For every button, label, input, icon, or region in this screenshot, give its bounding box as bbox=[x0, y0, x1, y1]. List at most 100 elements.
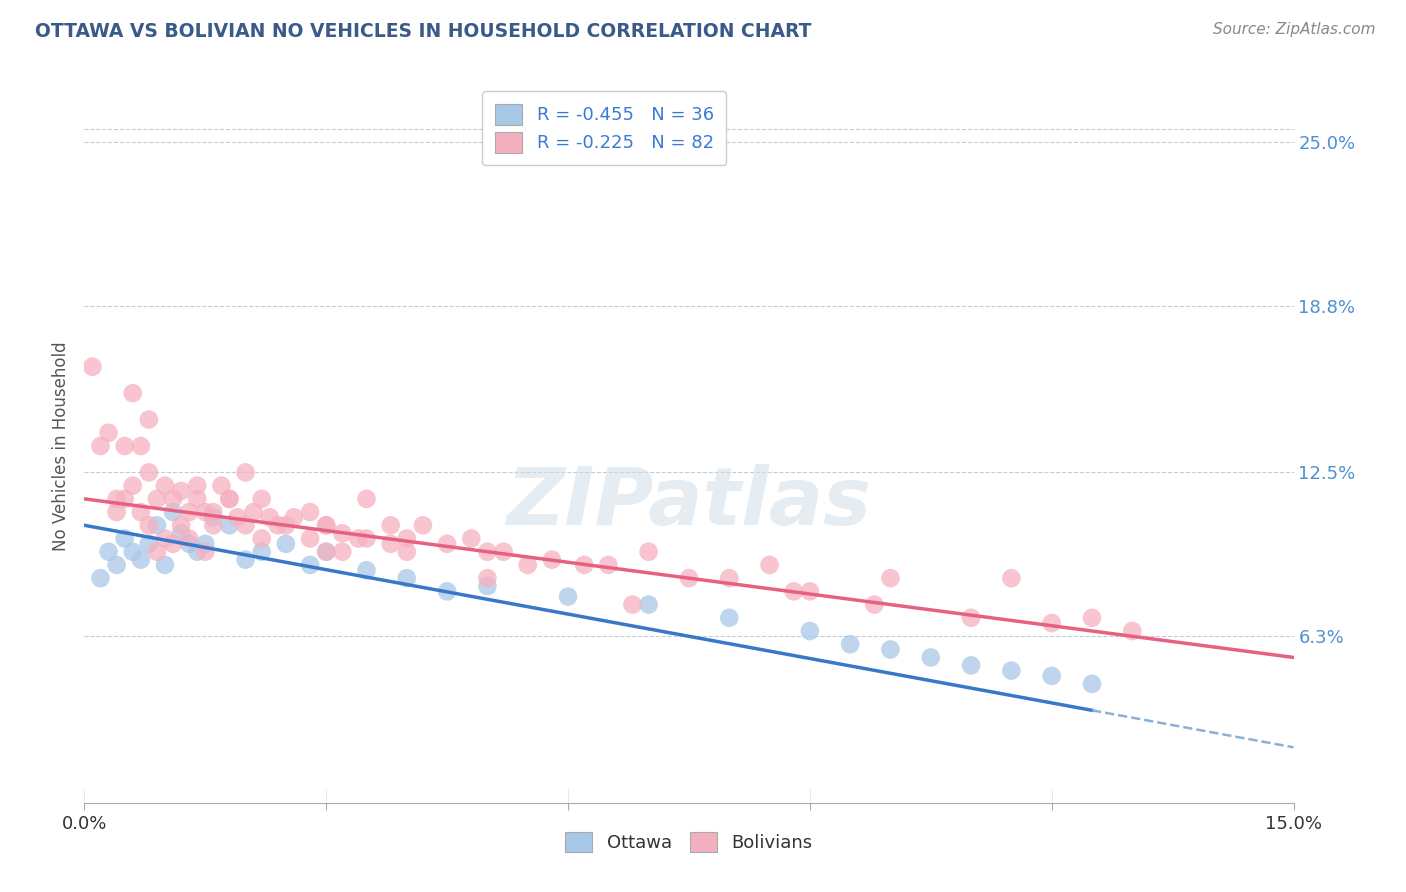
Point bbox=[146, 518, 169, 533]
Point bbox=[879, 571, 901, 585]
Point bbox=[299, 532, 322, 546]
Point bbox=[105, 558, 128, 572]
Point bbox=[235, 466, 257, 480]
Point bbox=[315, 518, 337, 533]
Point bbox=[259, 510, 281, 524]
Point bbox=[153, 532, 176, 546]
Point bbox=[412, 518, 434, 533]
Point bbox=[129, 505, 152, 519]
Point bbox=[235, 552, 257, 566]
Point bbox=[138, 518, 160, 533]
Point bbox=[138, 537, 160, 551]
Point bbox=[718, 571, 741, 585]
Point bbox=[395, 545, 418, 559]
Point bbox=[153, 478, 176, 492]
Point bbox=[97, 545, 120, 559]
Point bbox=[557, 590, 579, 604]
Point bbox=[209, 478, 232, 492]
Point bbox=[541, 552, 564, 566]
Point bbox=[621, 598, 644, 612]
Point bbox=[162, 505, 184, 519]
Point bbox=[718, 611, 741, 625]
Point bbox=[477, 579, 499, 593]
Point bbox=[138, 412, 160, 426]
Point bbox=[89, 439, 111, 453]
Legend: Ottawa, Bolivians: Ottawa, Bolivians bbox=[553, 819, 825, 865]
Point bbox=[129, 552, 152, 566]
Point bbox=[202, 518, 225, 533]
Point bbox=[879, 642, 901, 657]
Point bbox=[1081, 677, 1104, 691]
Point bbox=[218, 491, 240, 506]
Point bbox=[146, 545, 169, 559]
Point bbox=[477, 571, 499, 585]
Point bbox=[242, 505, 264, 519]
Point bbox=[250, 545, 273, 559]
Point bbox=[153, 558, 176, 572]
Point bbox=[97, 425, 120, 440]
Point bbox=[121, 386, 143, 401]
Point bbox=[315, 545, 337, 559]
Point bbox=[330, 526, 353, 541]
Point bbox=[186, 491, 208, 506]
Point bbox=[114, 532, 136, 546]
Point bbox=[194, 545, 217, 559]
Point bbox=[146, 491, 169, 506]
Point bbox=[678, 571, 700, 585]
Point bbox=[105, 491, 128, 506]
Point bbox=[799, 584, 821, 599]
Point bbox=[1000, 664, 1022, 678]
Point bbox=[315, 518, 337, 533]
Point bbox=[347, 532, 370, 546]
Point bbox=[758, 558, 780, 572]
Point bbox=[162, 537, 184, 551]
Point bbox=[1040, 616, 1063, 631]
Point bbox=[138, 466, 160, 480]
Y-axis label: No Vehicles in Household: No Vehicles in Household bbox=[52, 341, 70, 551]
Point bbox=[82, 359, 104, 374]
Point bbox=[572, 558, 595, 572]
Point bbox=[194, 537, 217, 551]
Point bbox=[218, 518, 240, 533]
Point bbox=[598, 558, 620, 572]
Point bbox=[129, 439, 152, 453]
Point bbox=[179, 537, 201, 551]
Point bbox=[250, 491, 273, 506]
Point bbox=[395, 571, 418, 585]
Point bbox=[114, 491, 136, 506]
Point bbox=[121, 545, 143, 559]
Point bbox=[356, 532, 378, 546]
Point bbox=[121, 478, 143, 492]
Point bbox=[863, 598, 886, 612]
Text: Source: ZipAtlas.com: Source: ZipAtlas.com bbox=[1212, 22, 1375, 37]
Point bbox=[194, 505, 217, 519]
Point bbox=[516, 558, 538, 572]
Point bbox=[1081, 611, 1104, 625]
Point bbox=[356, 491, 378, 506]
Point bbox=[250, 532, 273, 546]
Point bbox=[380, 518, 402, 533]
Point bbox=[170, 526, 193, 541]
Point bbox=[105, 505, 128, 519]
Point bbox=[114, 439, 136, 453]
Point bbox=[799, 624, 821, 638]
Point bbox=[783, 584, 806, 599]
Text: OTTAWA VS BOLIVIAN NO VEHICLES IN HOUSEHOLD CORRELATION CHART: OTTAWA VS BOLIVIAN NO VEHICLES IN HOUSEH… bbox=[35, 22, 811, 41]
Point bbox=[380, 537, 402, 551]
Point bbox=[235, 518, 257, 533]
Point bbox=[920, 650, 942, 665]
Point bbox=[162, 491, 184, 506]
Point bbox=[179, 532, 201, 546]
Point bbox=[226, 510, 249, 524]
Point bbox=[202, 510, 225, 524]
Point bbox=[356, 563, 378, 577]
Point bbox=[218, 491, 240, 506]
Point bbox=[492, 545, 515, 559]
Point bbox=[186, 478, 208, 492]
Point bbox=[637, 598, 659, 612]
Point bbox=[170, 518, 193, 533]
Point bbox=[330, 545, 353, 559]
Point bbox=[637, 545, 659, 559]
Point bbox=[960, 611, 983, 625]
Point bbox=[460, 532, 482, 546]
